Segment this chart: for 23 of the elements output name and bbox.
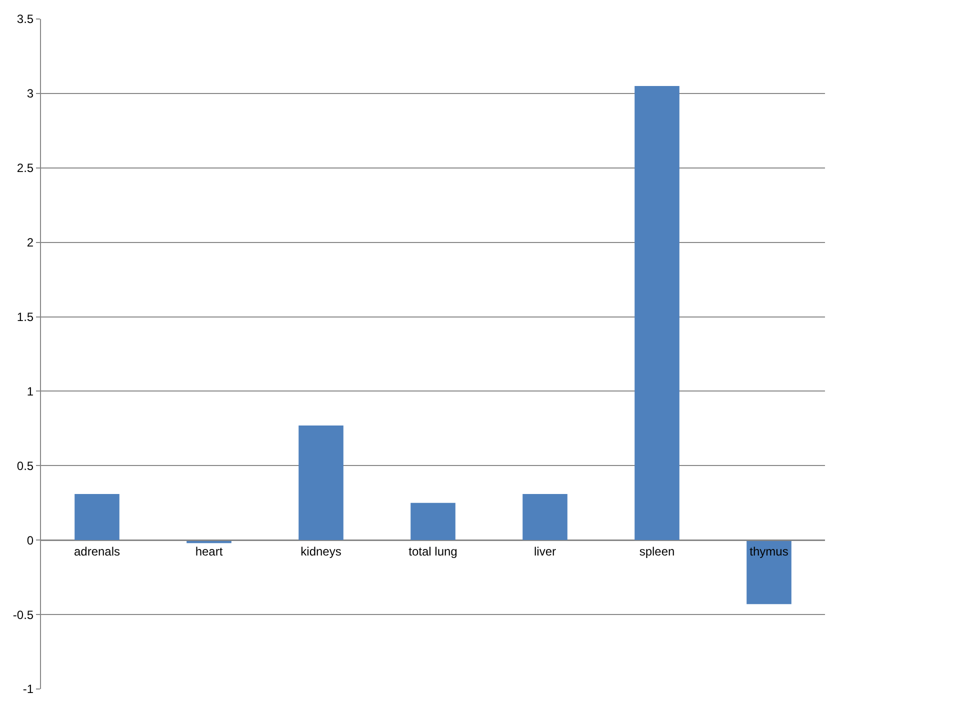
x-tick-label: liver xyxy=(534,544,556,559)
bar xyxy=(298,425,344,540)
y-tick-label: -0.5 xyxy=(12,608,34,622)
x-tick-label: adrenals xyxy=(74,544,120,559)
y-tick-label: 1.5 xyxy=(16,310,34,324)
y-tick-label: 1 xyxy=(26,384,34,398)
x-tick-label: heart xyxy=(195,544,224,559)
y-tick-label: 3 xyxy=(26,86,34,101)
bar xyxy=(522,494,568,540)
x-tick-label: kidneys xyxy=(300,544,342,559)
y-tick-label: -1 xyxy=(22,682,34,696)
x-tick-label: spleen xyxy=(639,544,675,559)
y-tick-label: 3.5 xyxy=(16,12,34,26)
y-tick-label: 2 xyxy=(26,236,34,250)
bar xyxy=(410,502,456,540)
bar xyxy=(634,86,680,540)
y-tick-label: 2.5 xyxy=(16,161,34,176)
x-tick-label: total lung xyxy=(408,544,458,559)
bar xyxy=(746,540,792,604)
y-tick-label: 0.5 xyxy=(16,458,34,473)
y-tick-label: 0 xyxy=(26,533,34,548)
x-tick-label: thymus xyxy=(750,544,788,559)
bar xyxy=(74,494,120,540)
